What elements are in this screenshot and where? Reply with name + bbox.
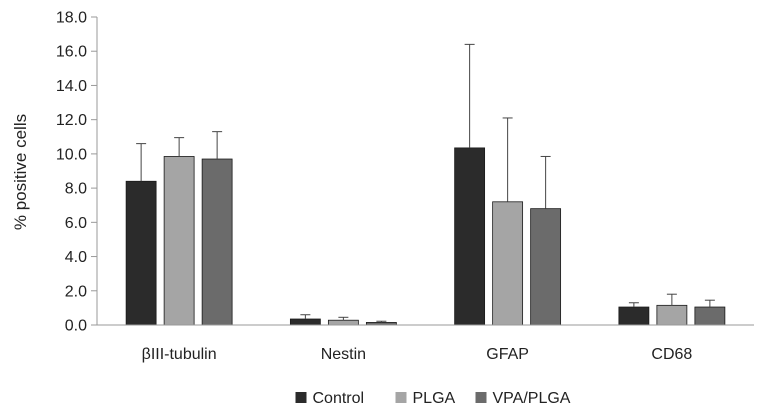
- y-tick-label: 10.0: [56, 146, 87, 163]
- bar: [618, 306, 650, 326]
- y-tick-label: 0.0: [65, 318, 87, 335]
- bar: [289, 318, 321, 326]
- x-tick-label: GFAP: [486, 346, 529, 363]
- legend-swatch: [475, 392, 487, 403]
- y-tick-label: 8.0: [65, 181, 87, 198]
- y-tick-label: 16.0: [56, 44, 87, 61]
- x-tick-label: Nestin: [321, 346, 366, 363]
- legend: Control PLGA VPA/PLGA: [295, 390, 571, 407]
- y-tick-label: 14.0: [56, 78, 87, 95]
- x-tick-label: CD68: [651, 346, 692, 363]
- y-tick-label: 12.0: [56, 112, 87, 129]
- y-axis-label: % positive cells: [11, 114, 30, 230]
- y-axis-ticks: 0.0 2.0 4.0 6.0 8.0 10.0 12.0 14.0 16.0 18.0: [56, 10, 97, 335]
- legend-swatch: [395, 392, 407, 403]
- y-tick-label: 2.0: [65, 283, 87, 300]
- bar: [492, 201, 524, 326]
- bar: [327, 319, 359, 326]
- legend-label: Control: [313, 390, 365, 407]
- y-tick-label: 18.0: [56, 10, 87, 27]
- legend-label: PLGA: [413, 390, 456, 407]
- bar: [163, 156, 195, 326]
- y-tick-label: 4.0: [65, 249, 87, 266]
- bar: [201, 158, 233, 326]
- x-axis-ticks: βIII-tubulin Nestin GFAP CD68: [142, 346, 693, 363]
- x-tick-label: βIII-tubulin: [142, 346, 217, 363]
- bar: [125, 180, 157, 326]
- bar: [694, 306, 726, 326]
- legend-label: VPA/PLGA: [493, 390, 571, 407]
- bar: [656, 304, 688, 326]
- bar: [530, 208, 562, 326]
- error-bars: [136, 43, 715, 323]
- legend-swatch: [295, 392, 307, 403]
- y-tick-label: 6.0: [65, 215, 87, 232]
- bar: [454, 147, 486, 326]
- bars: [125, 147, 726, 326]
